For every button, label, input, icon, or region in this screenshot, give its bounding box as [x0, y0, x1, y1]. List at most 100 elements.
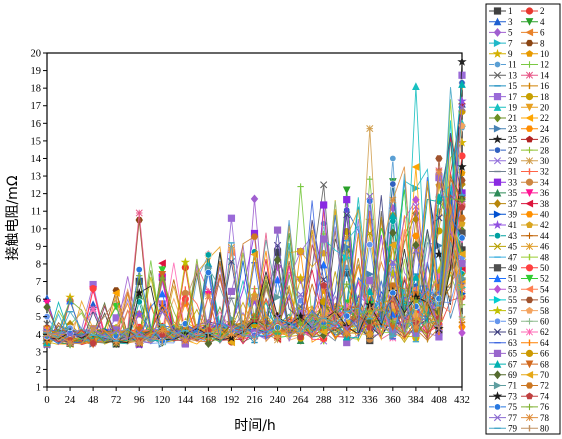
x-tick-label: 336	[362, 395, 378, 406]
legend-item-9: 9	[489, 48, 513, 59]
legend-label: 14	[540, 70, 550, 80]
series-67-point	[365, 287, 374, 295]
legend-label: 45	[508, 242, 518, 252]
legend-item-35: 35	[489, 188, 518, 198]
series-27-point	[343, 206, 351, 214]
series-58-point	[227, 246, 235, 253]
x-axis-title: 时间/h	[234, 418, 276, 434]
y-tick-label: 20	[31, 49, 42, 60]
legend-swatch-marker	[493, 210, 502, 219]
series-65-point	[366, 276, 374, 285]
legend-swatch-marker	[525, 93, 534, 101]
legend-swatch-marker	[525, 50, 534, 57]
legend-item-74: 74	[521, 391, 550, 401]
legend-item-25: 25	[489, 134, 518, 145]
series-78-point	[435, 168, 443, 176]
y-tick-label: 12	[31, 189, 42, 200]
legend-label: 27	[508, 145, 518, 155]
series-71-point	[273, 293, 282, 302]
legend-swatch-marker	[526, 146, 533, 154]
series-9-point	[295, 272, 306, 282]
series-70-point	[457, 250, 466, 258]
legend-item-62: 62	[521, 327, 549, 337]
series-62-point	[89, 305, 97, 313]
series-78-point	[112, 339, 120, 347]
series-70-point	[227, 338, 236, 347]
legend-item-17: 17	[489, 92, 518, 102]
legend-swatch-marker	[493, 93, 502, 101]
series-62-point	[343, 301, 351, 309]
legend-label: 62	[540, 327, 549, 337]
y-tick-label: 17	[31, 101, 42, 112]
legend-item-12: 12	[521, 60, 549, 70]
legend-item-59: 59	[489, 317, 518, 327]
x-tick-label: 288	[316, 395, 332, 406]
legend-swatch-marker	[525, 242, 534, 250]
x-tick-label: 48	[88, 395, 99, 406]
legend-label: 24	[540, 124, 550, 134]
series-65-point	[273, 226, 282, 234]
legend-item-4: 4	[521, 17, 545, 27]
legend-item-46: 46	[521, 242, 550, 252]
legend-swatch-marker	[525, 296, 534, 304]
legend-label: 67	[508, 359, 518, 369]
series-69-point	[389, 228, 397, 238]
legend-swatch-marker	[493, 146, 501, 154]
legend-swatch-marker	[493, 199, 502, 209]
legend-label: 75	[508, 402, 518, 412]
series-layer	[42, 56, 467, 349]
legend-label: 13	[508, 70, 518, 80]
legend-swatch-marker	[493, 39, 502, 47]
x-tick-label: 216	[247, 395, 263, 406]
legend-label: 46	[540, 242, 550, 252]
legend-label: 70	[540, 370, 550, 380]
legend-item-37: 37	[489, 199, 518, 209]
x-tick-label: 360	[385, 395, 401, 406]
series-22-point	[411, 163, 420, 171]
series-73-point	[457, 161, 467, 171]
legend-swatch-marker	[493, 188, 502, 197]
series-73-point	[134, 287, 144, 297]
legend-swatch-marker	[493, 124, 502, 133]
legend-item-29: 29	[489, 156, 518, 166]
legend-swatch-marker	[525, 414, 534, 422]
legend-swatch-marker	[493, 274, 502, 283]
series-69-point	[412, 240, 420, 250]
legend-label: 56	[540, 295, 550, 305]
legend-label: 22	[540, 113, 549, 123]
series-78-point	[343, 329, 351, 337]
legend-label: 34	[540, 177, 550, 187]
legend-swatch-marker	[493, 349, 502, 358]
series-74-point	[297, 333, 305, 341]
legend-item-7: 7	[489, 38, 513, 48]
series-19-point	[412, 82, 420, 90]
legend-item-24: 24	[521, 124, 550, 134]
y-tick-label: 18	[31, 84, 42, 95]
legend-item-13: 13	[489, 70, 518, 80]
legend-item-75: 75	[489, 402, 518, 412]
series-78-point	[181, 337, 189, 345]
legend-label: 72	[540, 381, 549, 391]
series-42-point	[458, 220, 466, 227]
legend-item-26: 26	[521, 135, 550, 145]
legend-item-2: 2	[521, 6, 545, 16]
series-14-point	[135, 209, 143, 217]
legend-item-54: 54	[521, 284, 550, 294]
legend-item-31: 31	[489, 167, 517, 177]
series-78-point	[366, 331, 374, 339]
legend-label: 35	[508, 188, 518, 198]
series-77-point	[112, 326, 120, 335]
legend-swatch-marker	[493, 296, 502, 304]
legend-label: 25	[508, 135, 518, 145]
series-65-point	[458, 259, 466, 268]
series-65-point	[227, 287, 236, 296]
series-78-point	[204, 292, 212, 300]
legend-swatch-marker	[525, 392, 534, 400]
legend-item-36: 36	[521, 188, 550, 198]
series-4-point	[342, 186, 351, 195]
legend-swatch-marker	[492, 391, 503, 401]
legend-swatch-marker	[493, 60, 501, 68]
legend-swatch-marker	[493, 370, 502, 380]
series-67-point	[435, 193, 443, 201]
legend-label: 65	[508, 349, 518, 359]
